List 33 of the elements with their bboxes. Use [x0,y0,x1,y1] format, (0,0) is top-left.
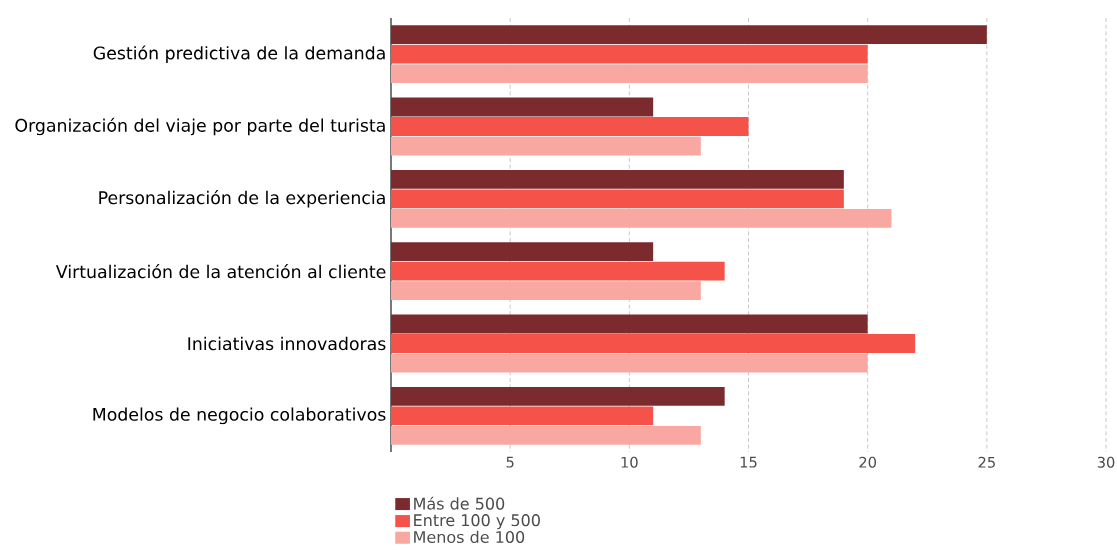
bar [391,314,868,334]
y-tick-label: Iniciativas innovadoras [188,336,386,351]
legend-label: Entre 100 y 500 [414,514,540,530]
bar [391,169,844,189]
legend-label: Más de 500 [414,496,505,510]
bar [391,406,654,426]
x-tick-label: 15 [740,456,757,468]
x-tick-label: 5 [506,456,514,468]
y-tick-label: Virtualización de la atención al cliente [55,264,386,279]
bar [391,334,916,353]
x-tick-label: 10 [621,456,638,468]
bar [391,44,868,64]
bar [391,261,725,281]
y-tick-label: Gestión predictiva de la demanda [93,45,385,63]
bar [391,97,654,117]
bar [391,353,868,373]
x-tick-label: 25 [978,456,995,468]
legend-label: Menos de 100 [414,530,525,544]
bar [391,425,701,445]
bar [391,281,701,301]
bar [391,136,701,156]
y-tick-label: Organización del viaje por parte del turista [15,117,385,136]
bar [391,242,654,262]
bar [391,117,749,136]
bar [391,25,987,45]
bar [391,64,868,84]
bar [391,189,844,209]
x-tick-label: 20 [859,456,877,468]
y-tick-label: Modelos de negocio colaborativos [93,407,386,425]
x-tick-label: 30 [1097,456,1115,468]
bar [391,208,892,228]
y-tick-label: Personalización de la experiencia [99,190,385,208]
bar [391,386,725,406]
